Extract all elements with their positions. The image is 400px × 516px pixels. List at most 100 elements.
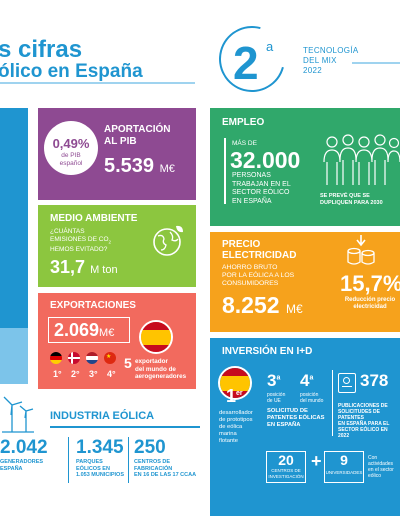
industry-divider bbox=[50, 426, 200, 428]
price-card bbox=[210, 232, 400, 332]
industry-stat-label-line3: 1.053 MUNICIPIOS bbox=[76, 472, 124, 478]
investment-third: 3a bbox=[267, 371, 280, 391]
certificate-icon bbox=[338, 373, 356, 393]
investment-activity-line1: Con bbox=[368, 455, 378, 461]
denmark-flag-icon bbox=[68, 352, 80, 364]
employment-value: 32.000 bbox=[230, 147, 301, 173]
environment-value-number: 31,7 bbox=[50, 257, 86, 277]
price-value-number: 8.252 bbox=[222, 292, 280, 318]
price-title: PRECIO ELECTRICIDAD bbox=[222, 239, 296, 261]
globe-leaf-icon bbox=[153, 225, 183, 256]
employment-title: EMPLEO bbox=[222, 117, 265, 128]
industry-stat-value: 250 bbox=[134, 437, 166, 458]
industry-stat-label-line2: ESPAÑA bbox=[0, 465, 23, 472]
investment-first-sup: er bbox=[236, 390, 243, 397]
investment-third-sup: a bbox=[276, 374, 281, 382]
industry-stat-label-line1: CENTROS DE bbox=[134, 459, 171, 465]
price-title-line2: ELECTRICIDAD bbox=[222, 250, 297, 261]
price-description: AHORRO BRUTO POR LA EÓLICA A LOS CONSUMI… bbox=[222, 264, 294, 288]
industry-stat-label: CENTROS DE FABRICACIÓN EN 16 DE LAS 17 C… bbox=[134, 459, 200, 479]
environment-question: ¿CUÁNTAS EMISIONES DE CO2 HEMOS EVITADO? bbox=[50, 228, 111, 254]
investment-fourth-number: 4 bbox=[300, 371, 310, 390]
industry-stat-value: 2.042 bbox=[0, 437, 48, 458]
netherlands-flag-icon bbox=[86, 352, 98, 364]
universities-label: UNIVERSIDADES bbox=[325, 470, 363, 475]
tech-label-line1: TECNOLOGÍA bbox=[303, 46, 359, 55]
price-title-line1: PRECIO bbox=[222, 239, 261, 250]
coins-down-icon bbox=[347, 235, 375, 265]
price-value: 8.252 M€ bbox=[222, 292, 303, 319]
investment-publications-line3: EN ESPAÑA PARA EL bbox=[338, 421, 390, 427]
gdp-circle bbox=[44, 121, 98, 175]
exports-value-box bbox=[48, 317, 130, 343]
investment-publications-value: 378 bbox=[360, 371, 389, 390]
gdp-title-line1: APORTACIÓN bbox=[104, 124, 171, 135]
investment-third-number: 3 bbox=[267, 371, 277, 390]
price-reduction-percent: 15,7% bbox=[340, 271, 400, 296]
environment-value: 31,7 M ton bbox=[50, 257, 118, 278]
exports-desc-line3: aerogeneradores bbox=[135, 373, 187, 380]
rank-superscript: a bbox=[266, 39, 274, 54]
price-desc-line3: CONSUMIDORES bbox=[222, 280, 279, 287]
gdp-title: APORTACIÓN AL PIB bbox=[104, 124, 170, 148]
research-centers-line1: CENTROS DE bbox=[271, 468, 301, 473]
investment-first-desc-line5: flotante bbox=[219, 438, 239, 444]
price-reduction-line2: electricidad bbox=[353, 304, 387, 310]
industry-separator bbox=[68, 437, 69, 483]
page-title-line1: s cifras bbox=[0, 36, 83, 63]
environment-question-line3: HEMOS EVITADO? bbox=[50, 246, 108, 254]
industry-stat-value: 1.345 bbox=[76, 437, 124, 458]
investment-patents-line2: PATENTES EÓLICAS bbox=[267, 415, 325, 421]
spain-flag-icon bbox=[218, 366, 252, 400]
wind-turbine-icon bbox=[2, 396, 34, 433]
employment-description: PERSONAS TRABAJAN EN EL SECTOR EÓLICO EN… bbox=[232, 172, 291, 206]
employment-desc-line3: SECTOR EÓLICO bbox=[232, 189, 290, 196]
exports-value-number: 2.069 bbox=[54, 320, 100, 340]
investment-publications-line1: PUBLICACIONES DE bbox=[338, 403, 388, 409]
gdp-value-unit: M€ bbox=[159, 163, 175, 175]
industry-stat-label: PARQUES EÓLICOS EN 1.053 MUNICIPIOS bbox=[76, 459, 124, 479]
environment-question-line2: EMISIONES DE CO2 bbox=[50, 236, 111, 246]
industry-stat-label-line1: PARQUES bbox=[76, 459, 103, 465]
title-divider bbox=[0, 82, 195, 84]
investment-first-desc-line4: marina bbox=[219, 431, 237, 437]
environment-question-co: EMISIONES DE CO bbox=[50, 236, 109, 243]
investment-fourth-sup: a bbox=[309, 374, 314, 382]
universities-box bbox=[324, 451, 364, 483]
investment-third-label: posición de UE bbox=[267, 392, 285, 404]
investment-patents-line1: SOLICITUD DE bbox=[267, 408, 308, 414]
investment-fourth-label: posición del mundo bbox=[300, 392, 323, 404]
investment-first-desc-line3: de eólica bbox=[219, 424, 243, 430]
investment-publications-line2: SOLICITUDES DE PATENTES bbox=[338, 409, 380, 421]
spain-flag-icon bbox=[139, 320, 173, 354]
china-flag-icon: ★ bbox=[104, 352, 116, 364]
employment-desc-line1: PERSONAS bbox=[232, 172, 271, 179]
employment-desc-line4: EN ESPAÑA bbox=[232, 197, 272, 205]
tech-label-line2: DEL MIX bbox=[303, 56, 337, 65]
tech-label: TECNOLOGÍA DEL MIX 2022 bbox=[303, 46, 358, 76]
investment-divider bbox=[332, 370, 333, 436]
exports-description: exportador del mundo de aerogeneradores bbox=[135, 358, 186, 381]
investment-first-number: 1 bbox=[226, 386, 237, 406]
employment-forecast: SE PREVÉ QUE SE DUPLIQUEN PARA 2030 bbox=[320, 193, 383, 206]
research-centers-line2: INVESTIGACIÓN bbox=[268, 473, 304, 479]
price-reduction-label: Reducción precio electricidad bbox=[340, 297, 400, 311]
investment-publications: PUBLICACIONES DE SOLICITUDES DE PATENTES… bbox=[338, 403, 400, 439]
employment-divider bbox=[224, 138, 226, 204]
gdp-value: 5.539 M€ bbox=[104, 155, 175, 178]
investment-patents-line3: EN ESPAÑA bbox=[267, 422, 301, 428]
environment-card bbox=[38, 205, 196, 287]
tech-label-line3: 2022 bbox=[303, 66, 322, 75]
price-value-unit: M€ bbox=[285, 302, 303, 316]
industry-title: INDUSTRIA EÓLICA bbox=[50, 410, 155, 422]
gdp-percent: 0,49% bbox=[52, 136, 90, 151]
environment-question-subscript: 2 bbox=[108, 239, 112, 245]
exports-position: 5 bbox=[124, 355, 132, 371]
investment-activity-line3: en el sector bbox=[368, 467, 394, 473]
research-centers-value: 20 bbox=[278, 452, 294, 468]
investment-fourth: 4a bbox=[300, 371, 313, 391]
industry-stat-label-line1: GENERADORES bbox=[0, 459, 44, 465]
exports-value: 2.069M€ bbox=[54, 320, 114, 341]
gdp-percent-sub2: español bbox=[59, 160, 83, 167]
exports-title: EXPORTACIONES bbox=[50, 300, 136, 311]
